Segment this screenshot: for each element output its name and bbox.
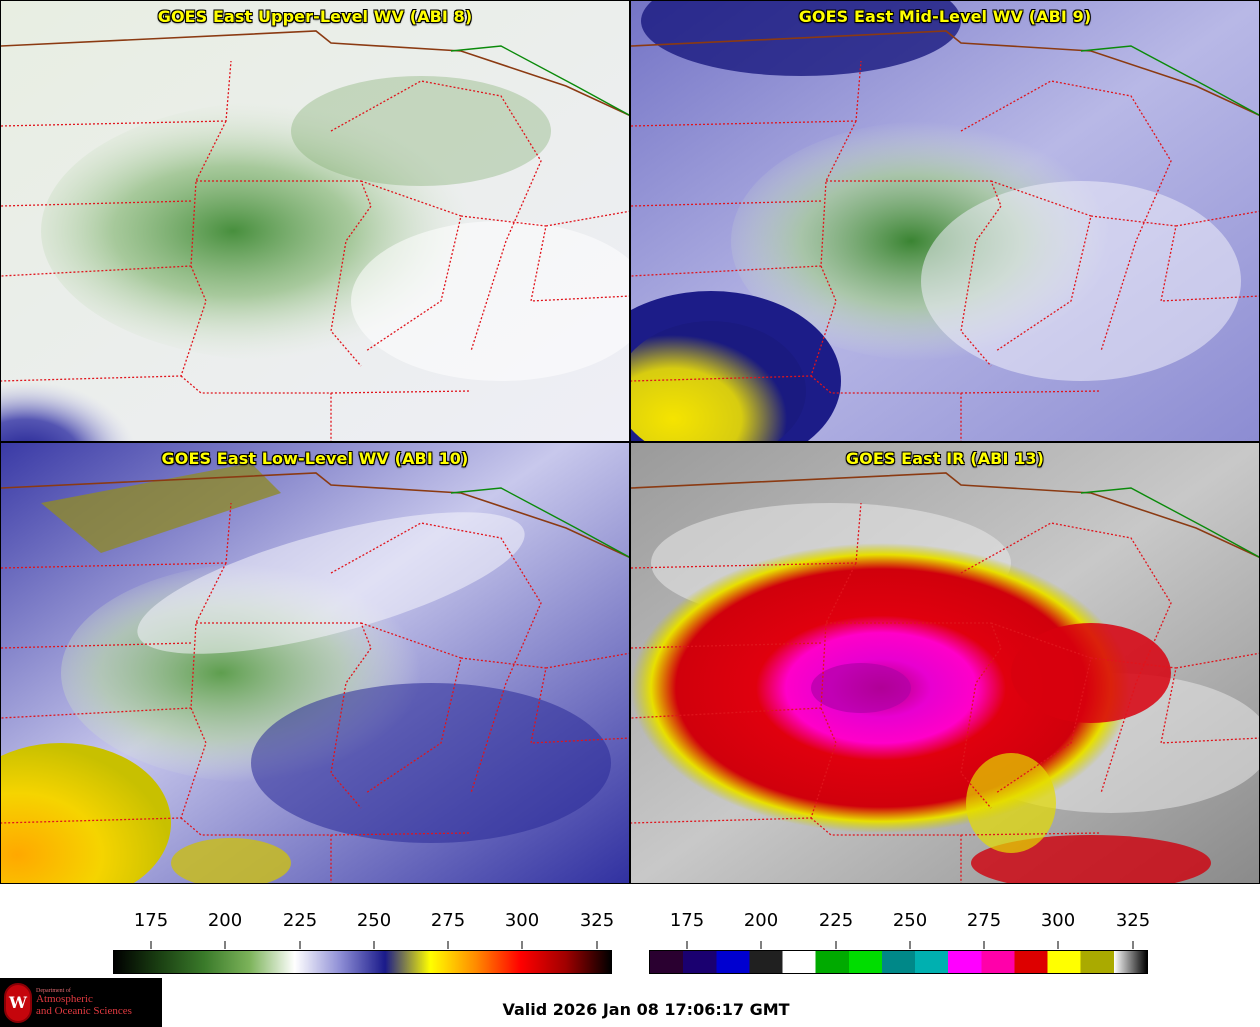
tick-mark (909, 941, 911, 949)
tick-label: 225 (282, 910, 318, 931)
tick-label: 275 (966, 910, 1002, 931)
aos-logo: W Department of Atmospheric and Oceanic … (0, 978, 162, 1027)
ir-image (631, 443, 1259, 883)
tick-label: 300 (1040, 910, 1076, 931)
tick-label: 175 (133, 910, 169, 931)
tick-mark (150, 941, 152, 949)
panel-upper-level-wv: GOES East Upper-Level WV (ABI 8) (0, 0, 630, 442)
mid-level-wv-image (631, 1, 1259, 441)
tick-mark (521, 941, 523, 949)
tick-mark (299, 941, 301, 949)
tick-mark (1057, 941, 1059, 949)
panel-title: GOES East Low-Level WV (ABI 10) (161, 449, 469, 468)
low-level-wv-image (1, 443, 629, 883)
panel-title: GOES East Mid-Level WV (ABI 9) (798, 7, 1092, 26)
tick-label: 250 (356, 910, 392, 931)
wv-colorbar-gradient (113, 950, 612, 974)
panel-low-level-wv: GOES East Low-Level WV (ABI 10) (0, 442, 630, 884)
tick-label: 175 (669, 910, 705, 931)
tick-mark (760, 941, 762, 949)
tick-label: 275 (430, 910, 466, 931)
tick-mark (686, 941, 688, 949)
tick-label: 200 (207, 910, 243, 931)
panel-mid-level-wv: GOES East Mid-Level WV (ABI 9) (630, 0, 1260, 442)
satellite-panels: GOES East Upper-Level WV (ABI 8) (0, 0, 1260, 884)
upper-level-wv-image (1, 1, 629, 441)
tick-mark (373, 941, 375, 949)
tick-label: 325 (1115, 910, 1151, 931)
tick-mark (596, 941, 598, 949)
tick-label: 325 (579, 910, 615, 931)
logo-text: Department of Atmospheric and Oceanic Sc… (36, 988, 132, 1017)
tick-label: 200 (743, 910, 779, 931)
tick-label: 300 (504, 910, 540, 931)
tick-label: 250 (892, 910, 928, 931)
ir-colorbar-ticks: 175 200 225 250 275 300 325 (649, 910, 1151, 936)
uw-crest-icon: W (4, 982, 32, 1023)
tick-mark (447, 941, 449, 949)
valid-time: Valid 2026 Jan 08 17:06:17 GMT (502, 1000, 790, 1019)
panel-ir: GOES East IR (ABI 13) (630, 442, 1260, 884)
logo-line-2: and Oceanic Sciences (36, 1004, 132, 1017)
tick-label: 225 (818, 910, 854, 931)
logo-dept-line: Department of (36, 987, 71, 994)
panel-title: GOES East Upper-Level WV (ABI 8) (157, 7, 473, 26)
ir-colorbar-gradient (649, 950, 1148, 974)
tick-mark (224, 941, 226, 949)
panel-title: GOES East IR (ABI 13) (845, 449, 1045, 468)
logo-line-1: Atmospheric (36, 993, 93, 1006)
tick-mark (835, 941, 837, 949)
tick-mark (1132, 941, 1134, 949)
wv-colorbar-ticks: 175 200 225 250 275 300 325 (113, 910, 615, 936)
tick-mark (983, 941, 985, 949)
